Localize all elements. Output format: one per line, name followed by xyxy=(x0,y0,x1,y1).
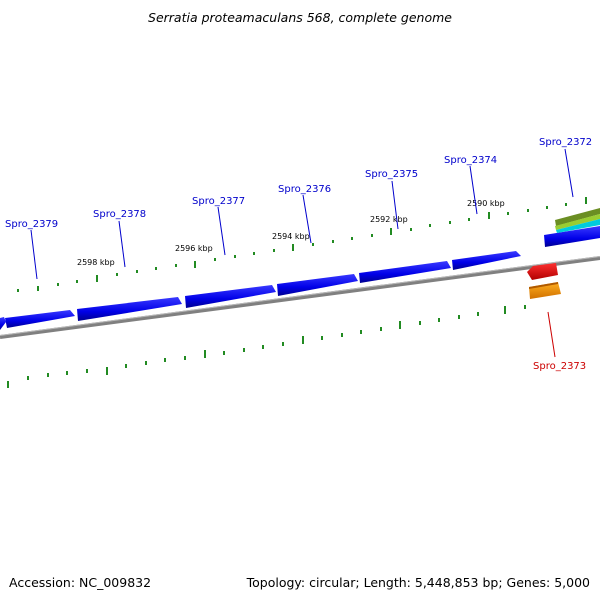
topology-summary: Topology: circular; Length: 5,448,853 bp… xyxy=(246,575,590,590)
lower-tick-track xyxy=(7,305,526,388)
gene-label[interactable]: Spro_2379 xyxy=(5,219,58,230)
gene-labels: Spro_2379 Spro_2378 Spro_2377 Spro_2376 … xyxy=(5,137,592,372)
gene-arrow[interactable] xyxy=(0,317,6,330)
feature-band-cyan xyxy=(556,219,600,233)
gene-label[interactable]: Spro_2372 xyxy=(539,137,592,148)
gene-label[interactable]: Spro_2373 xyxy=(533,361,586,372)
feature-band-olive xyxy=(555,208,600,226)
feature-band-green xyxy=(555,214,600,230)
gene-label[interactable]: Spro_2377 xyxy=(192,196,245,207)
genome-backbone xyxy=(0,256,600,339)
gene-label[interactable]: Spro_2375 xyxy=(365,169,418,180)
scale-label: 2592 kbp xyxy=(370,215,408,224)
map-title: Serratia proteamaculans 568, complete ge… xyxy=(148,10,452,25)
gene-arrow-orange-edge xyxy=(529,282,558,289)
gene-label[interactable]: Spro_2378 xyxy=(93,209,146,220)
gene-arrow[interactable] xyxy=(5,310,75,328)
gene-label[interactable]: Spro_2376 xyxy=(278,184,331,195)
scale-label: 2596 kbp xyxy=(175,244,213,253)
gene-arrow[interactable] xyxy=(77,297,182,321)
forward-gene-track xyxy=(0,226,600,330)
scale-label: 2598 kbp xyxy=(77,258,115,267)
gene-arrow[interactable] xyxy=(359,261,451,283)
gene-arrow[interactable] xyxy=(452,251,521,270)
scale-label: 2590 kbp xyxy=(467,199,505,208)
scale-label: 2594 kbp xyxy=(272,232,310,241)
accession-text: Accession: NC_009832 xyxy=(9,575,152,590)
gene-arrow[interactable] xyxy=(544,226,600,247)
gene-arrow[interactable] xyxy=(277,274,358,296)
gene-label[interactable]: Spro_2374 xyxy=(444,155,497,166)
label-leaders xyxy=(30,148,574,358)
scale-labels: 2598 kbp 2596 kbp 2594 kbp 2592 kbp 2590… xyxy=(77,199,505,267)
gene-arrow[interactable] xyxy=(185,285,276,308)
gene-arrow-red[interactable] xyxy=(527,263,558,280)
upper-tick-track xyxy=(17,197,587,292)
